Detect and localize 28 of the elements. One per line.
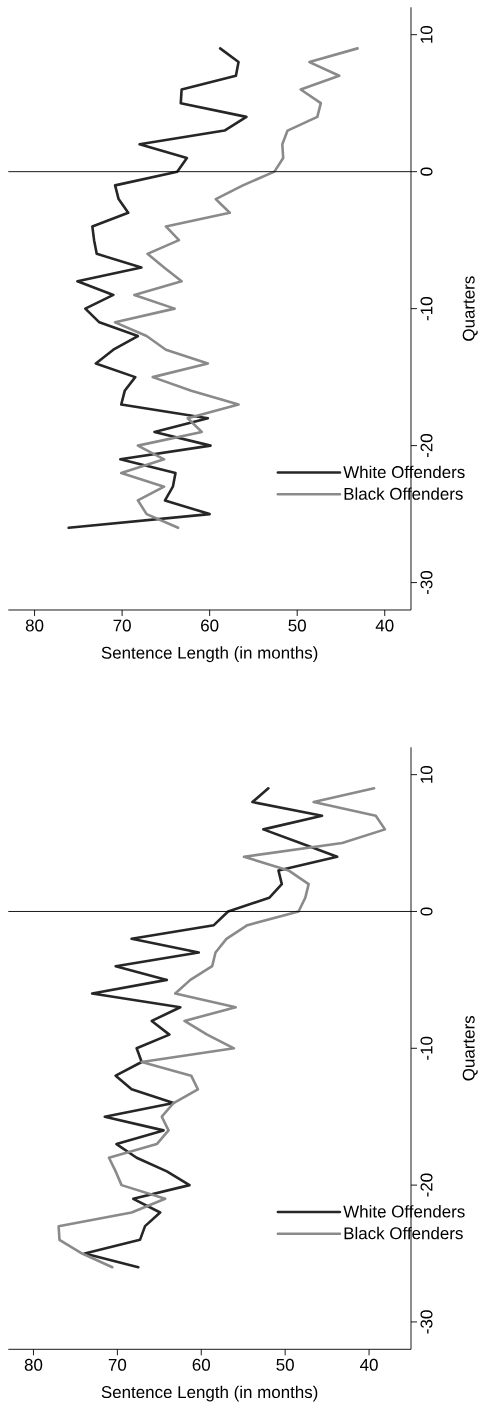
x-tick-label: 50 bbox=[288, 619, 306, 632]
y-axis-title: Quarters bbox=[462, 1015, 478, 1081]
x-tick-label: 80 bbox=[24, 1358, 43, 1371]
y-tick-label: -20 bbox=[420, 434, 433, 458]
x-tick-label: 70 bbox=[113, 619, 131, 632]
x-tick-label: 70 bbox=[108, 1358, 127, 1371]
x-tick-label: 80 bbox=[25, 619, 44, 632]
y-tick-label: 0 bbox=[420, 167, 433, 176]
legend-label: White Offenders bbox=[343, 465, 465, 479]
x-axis-title: Sentence Length (in months) bbox=[101, 1385, 318, 1402]
y-tick-label: -20 bbox=[420, 1173, 433, 1197]
x-tick-label: 40 bbox=[360, 1358, 378, 1371]
x-tick-label: 40 bbox=[375, 619, 394, 632]
x-tick-label: 50 bbox=[276, 1358, 294, 1371]
x-tick-label: 60 bbox=[192, 1358, 211, 1371]
legend-label: Black Offenders bbox=[344, 487, 463, 500]
y-tick-label: -10 bbox=[420, 1036, 433, 1060]
y-axis-title: Quarters bbox=[462, 276, 478, 341]
x-axis-title: Sentence Length (in months) bbox=[101, 646, 318, 663]
y-tick-label: -30 bbox=[420, 1310, 433, 1334]
y-tick-label: -30 bbox=[420, 571, 433, 595]
y-tick-label: 0 bbox=[420, 907, 433, 916]
y-tick-label: -10 bbox=[420, 297, 433, 321]
y-tick-label: 10 bbox=[420, 25, 433, 43]
legend-label: Black Offenders bbox=[344, 1226, 463, 1240]
x-tick-label: 60 bbox=[201, 619, 219, 632]
y-tick-label: 10 bbox=[420, 765, 433, 783]
legend-label: White Offenders bbox=[343, 1205, 465, 1218]
